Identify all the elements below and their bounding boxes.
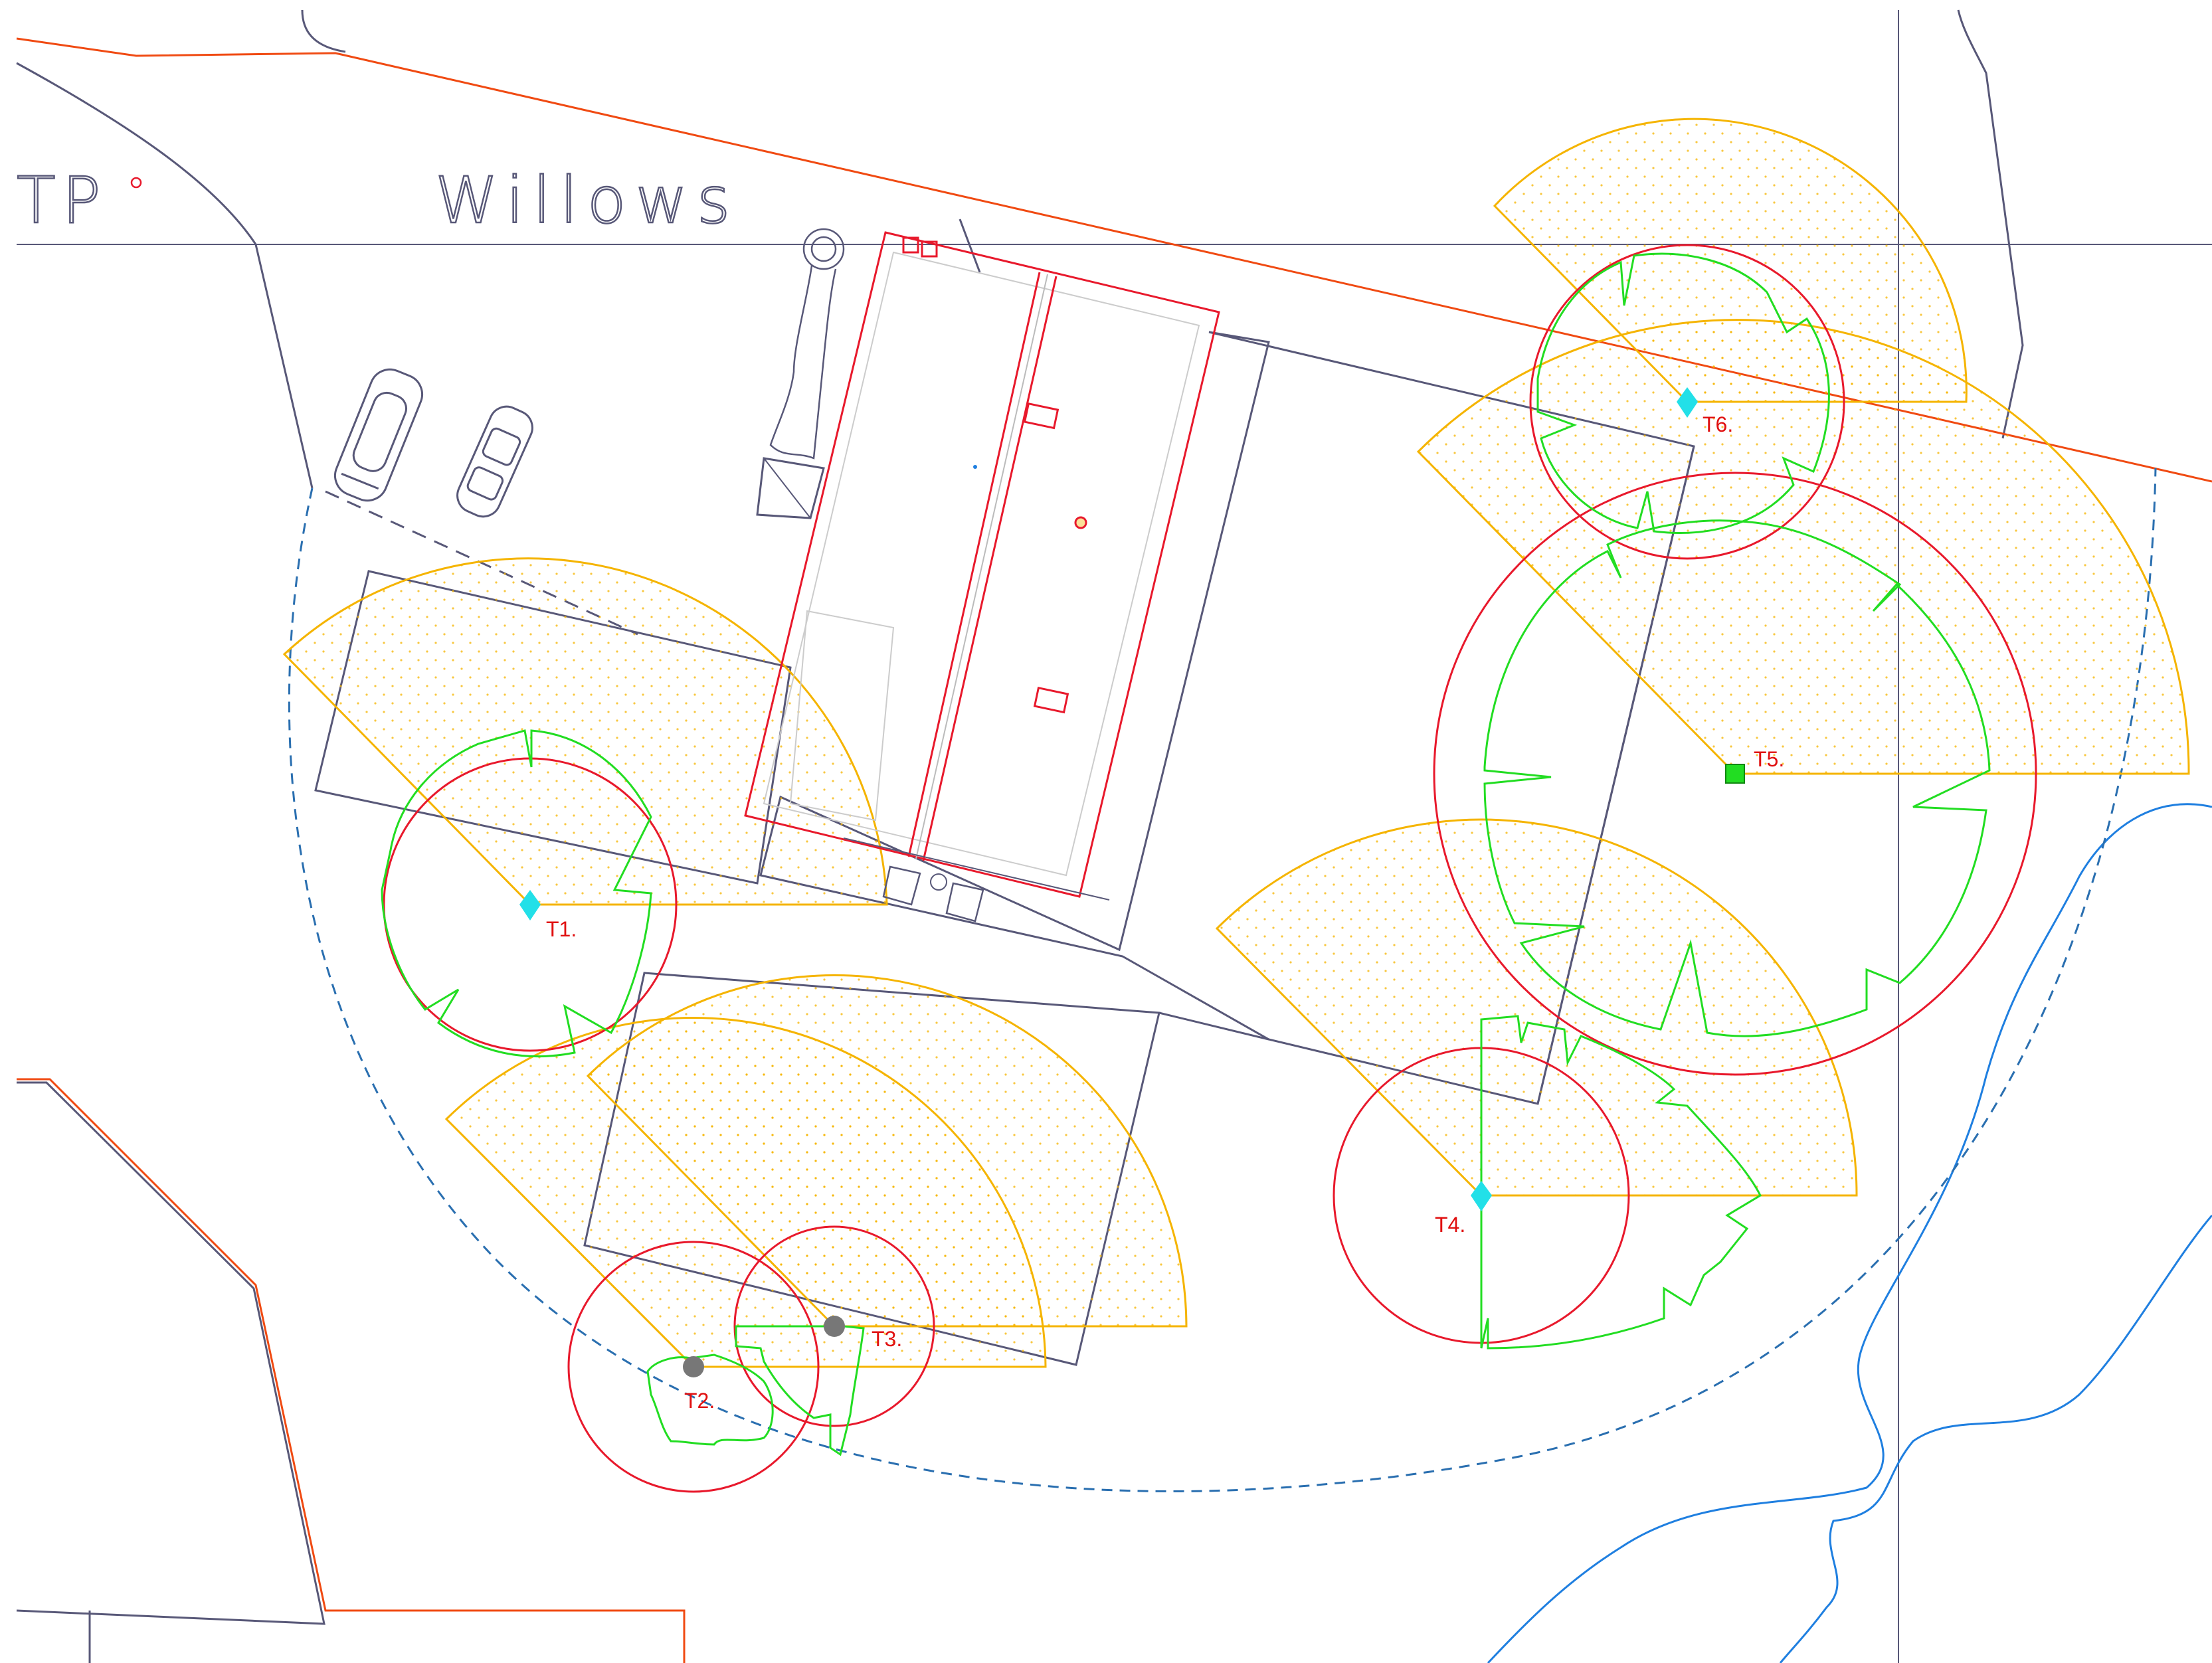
site-boundary — [16, 37, 2212, 1663]
boundary-south-west — [17, 1078, 686, 1663]
road-edge-top — [301, 9, 346, 53]
tree-symbol-crown — [802, 228, 845, 270]
tree-label-t5: T5. — [1754, 747, 1784, 771]
canopy-t2 — [646, 1354, 774, 1446]
east-wall — [1158, 1011, 1269, 1041]
building-inner — [763, 251, 1200, 877]
rpa-circle-t6 — [1529, 244, 1845, 560]
hedge-outline — [769, 265, 837, 460]
watercourse — [1487, 803, 2212, 1663]
chimney-1 — [902, 236, 919, 254]
shade-arc-t6 — [1493, 118, 1968, 403]
vehicle-van — [334, 368, 423, 502]
canopy-t3 — [735, 1325, 865, 1456]
site-label-willows: Willows — [435, 163, 739, 238]
ridge-line-c — [915, 274, 1048, 859]
shade-arc-t5 — [1416, 319, 2190, 775]
vehicle-car — [456, 405, 533, 518]
tree-marker-t5[interactable] — [1725, 764, 1745, 784]
dashed-boundary-arc — [288, 468, 2157, 1492]
tree-marker-t3[interactable] — [824, 1316, 845, 1337]
rooflight-1 — [1023, 402, 1060, 430]
tree-labels: T1. T2. T3. T4. T5. T6. — [546, 412, 1784, 1413]
fixture-circle — [930, 873, 947, 891]
shade-arcs — [282, 118, 2190, 1368]
tree-symbol-crown-inner — [810, 236, 837, 262]
survey-point — [973, 465, 977, 469]
canopy-t6 — [1536, 252, 1830, 534]
road-edge-left — [16, 62, 314, 489]
vehicles — [334, 368, 533, 518]
main-building — [744, 231, 1220, 922]
ridge-line-b — [922, 276, 1058, 861]
bottom-left-edge — [16, 1081, 325, 1625]
tree-marker-t2[interactable] — [683, 1356, 704, 1377]
tree-marker-t1[interactable] — [519, 890, 541, 920]
lane-edge-right — [1957, 9, 2024, 439]
building-outline — [744, 231, 1220, 898]
canopy-t4 — [1480, 1015, 1762, 1350]
inner-room — [789, 610, 895, 822]
rpa-circle-t2 — [567, 1241, 820, 1493]
site-text-group: TP Willows — [16, 163, 739, 239]
tree-label-t4: T4. — [1435, 1213, 1465, 1237]
tree-marker-t4[interactable] — [1471, 1181, 1492, 1211]
gate-line — [959, 219, 981, 273]
tree-symbol — [769, 228, 845, 460]
rpa-circles — [383, 244, 2037, 1493]
tree-markers — [519, 387, 1745, 1377]
tree-label-t6: T6. — [1703, 412, 1733, 436]
shade-arc-t1 — [282, 557, 888, 906]
tree-label-t2: T2. — [684, 1389, 715, 1413]
ridge-line-a — [907, 272, 1041, 857]
building-step-line — [843, 837, 1110, 901]
rpa-circle-t5 — [1433, 472, 2037, 1076]
roof-vent — [1074, 516, 1087, 529]
site-label-tp: TP — [17, 163, 108, 238]
shade-arc-t4 — [1215, 818, 1858, 1197]
canopy-t1 — [381, 729, 652, 1058]
chimney-2 — [921, 240, 938, 258]
rpa-circle-t3 — [733, 1225, 935, 1427]
stream-bank-b — [1779, 1215, 2212, 1663]
boundary-north — [16, 37, 2212, 483]
shed — [756, 457, 825, 519]
stream-bank-a — [1487, 803, 2212, 1663]
canopy-outlines — [381, 252, 1991, 1456]
shed-diagonal — [763, 458, 811, 519]
rooflight-2 — [1033, 686, 1069, 714]
tree-label-t3: T3. — [872, 1327, 902, 1351]
fixture-2 — [945, 882, 984, 922]
tp-marker — [130, 177, 142, 189]
tree-marker-t6[interactable] — [1677, 387, 1698, 418]
canopy-t5 — [1483, 519, 1991, 1037]
fixture-1 — [882, 865, 921, 906]
tree-label-t1: T1. — [546, 917, 577, 941]
